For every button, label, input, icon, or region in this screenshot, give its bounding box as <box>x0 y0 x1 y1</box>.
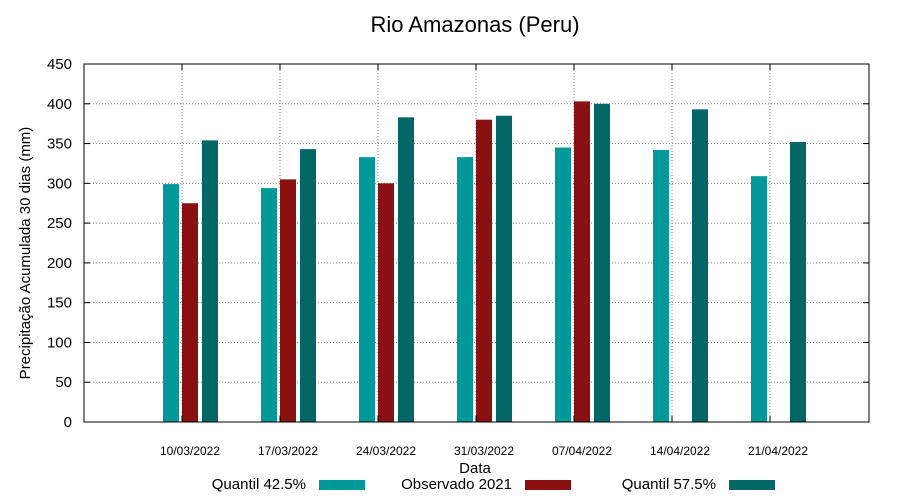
x-tick-label: 07/04/2022 <box>552 444 612 458</box>
bar-1 <box>280 179 296 422</box>
y-tick-label: 400 <box>47 96 72 113</box>
bar-1 <box>378 183 394 422</box>
bar-0 <box>261 188 277 422</box>
bar-0 <box>163 184 179 422</box>
y-tick-label: 200 <box>47 255 72 272</box>
bar-2 <box>496 115 512 422</box>
grid <box>84 64 869 422</box>
x-tick-label: 17/03/2022 <box>258 444 318 458</box>
legend-swatch <box>525 480 571 490</box>
y-tick-label: 100 <box>47 334 72 351</box>
x-tick-label: 21/04/2022 <box>748 444 808 458</box>
y-tick-label: 150 <box>47 295 72 312</box>
bar-0 <box>653 149 669 423</box>
y-axis: 0 50 100 150 200 250 300 350 400 450 <box>47 56 869 431</box>
bar-0 <box>555 147 571 423</box>
bar-2 <box>594 103 610 423</box>
bar-0 <box>751 176 767 422</box>
chart-title: Rio Amazonas (Peru) <box>370 12 579 37</box>
legend-label: Observado 2021 <box>401 476 512 493</box>
bar-2 <box>202 140 218 422</box>
bar-1 <box>476 119 492 422</box>
legend-swatch <box>729 480 775 490</box>
x-tick-label: 14/04/2022 <box>650 444 710 458</box>
y-axis-label: Precipitação Acumulada 30 dias (mm) <box>17 127 34 380</box>
bars <box>163 101 806 423</box>
y-tick-label: 0 <box>64 414 72 431</box>
y-tick-label: 450 <box>47 56 72 73</box>
y-tick-label: 300 <box>47 175 72 192</box>
x-axis: 10/03/2022 17/03/2022 24/03/2022 31/03/2022… <box>160 64 808 458</box>
bar-1 <box>574 101 590 422</box>
legend: Quantil 42.5% Observado 2021 Quantil 57.5% <box>212 476 775 493</box>
legend-label: Quantil 57.5% <box>622 476 716 493</box>
y-tick-label: 50 <box>55 374 72 391</box>
x-tick-label: 10/03/2022 <box>160 444 220 458</box>
bar-1 <box>182 203 198 422</box>
x-tick-label: 31/03/2022 <box>454 444 514 458</box>
bar-2 <box>790 141 806 422</box>
bar-0 <box>359 157 375 422</box>
bar-2 <box>398 117 414 423</box>
y-tick-label: 250 <box>47 215 72 232</box>
bar-2 <box>300 149 316 422</box>
legend-label: Quantil 42.5% <box>212 476 306 493</box>
x-axis-label: Data <box>459 460 491 477</box>
x-tick-label: 24/03/2022 <box>356 444 416 458</box>
legend-swatch <box>319 480 365 490</box>
bar-0 <box>457 157 473 422</box>
bar-2 <box>692 109 708 422</box>
y-tick-label: 350 <box>47 136 72 153</box>
